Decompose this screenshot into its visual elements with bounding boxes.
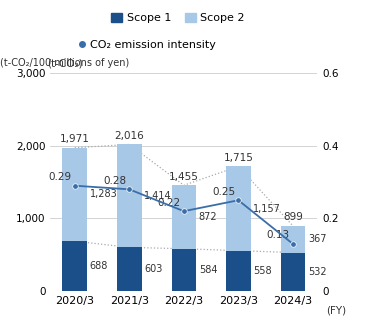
Text: 0.13: 0.13 [267,230,290,240]
Text: 584: 584 [199,265,217,275]
Text: (t-CO₂/100 millions of yen): (t-CO₂/100 millions of yen) [0,59,129,69]
Legend: CO₂ emission intensity: CO₂ emission intensity [74,35,220,54]
Bar [171,249,196,291]
Text: 1,414: 1,414 [144,191,172,201]
Text: 0.29: 0.29 [48,172,72,182]
Text: 0.25: 0.25 [212,187,235,197]
Text: 1,971: 1,971 [60,134,90,144]
Text: 0.28: 0.28 [103,176,126,186]
Bar [117,247,142,291]
Text: 2,016: 2,016 [115,131,144,141]
Bar [171,185,196,249]
Text: 532: 532 [308,267,327,277]
Text: 1,157: 1,157 [253,204,281,213]
Legend: Scope 1, Scope 2: Scope 1, Scope 2 [107,9,249,28]
Text: 688: 688 [90,261,108,271]
Text: 558: 558 [253,266,272,276]
Text: 899: 899 [283,212,303,222]
Text: 1,455: 1,455 [169,171,199,182]
Text: 1,715: 1,715 [223,153,253,163]
Text: 872: 872 [199,212,217,222]
Text: 0.22: 0.22 [158,198,181,208]
Text: 367: 367 [308,234,326,244]
Text: 1,283: 1,283 [90,189,118,200]
Bar [226,251,251,291]
Bar [226,166,251,251]
Bar [62,148,87,241]
Text: 603: 603 [144,264,163,274]
Bar [281,226,305,253]
Bar [117,144,142,247]
Text: (t-CO₂): (t-CO₂) [48,59,83,69]
Bar [62,241,87,291]
Text: (FY): (FY) [325,306,346,315]
Bar [281,253,305,291]
